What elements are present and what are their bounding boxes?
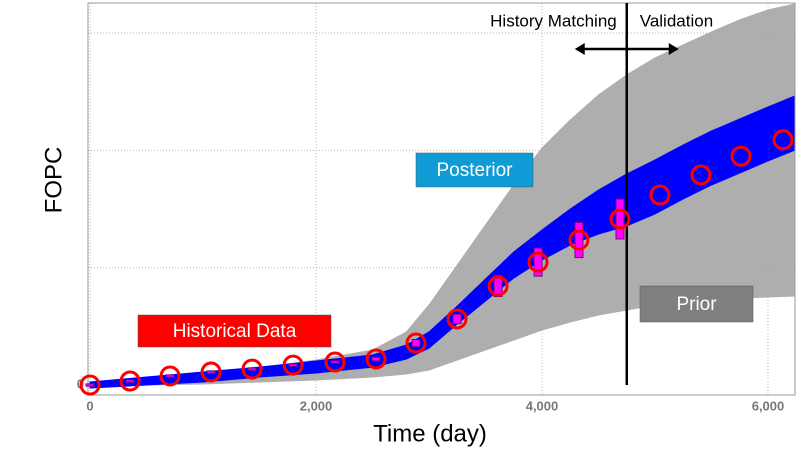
error-bar [165,374,175,378]
data-point [690,164,712,186]
error-bar [125,379,135,383]
x-axis-label: Time (day) [373,420,487,447]
y-axis-label: FOPC [40,147,67,214]
data-point [200,361,222,383]
error-bar [452,313,462,325]
data-point [527,251,549,273]
x-tick-label: 6,000 [752,398,785,413]
data-point [609,208,631,230]
error-bar [247,367,257,371]
label-box [137,314,332,348]
arrow-head [574,43,585,55]
arrow-head [668,43,679,55]
label-box-text: Historical Data [173,321,297,342]
data-point [241,358,263,380]
data-point [119,370,141,392]
data-point [405,332,427,354]
data-point [772,129,794,151]
annotation: History Matching [490,11,617,30]
data-point [568,229,590,251]
data-point [730,145,752,167]
x-tick-label: 0 [86,398,93,413]
data-point [159,365,181,387]
error-bar [533,247,543,277]
data-point [282,354,304,376]
data-point [365,348,387,370]
error-bar [371,356,381,362]
label-box-text: Prior [676,294,717,315]
label-box-text: Posterior [436,160,513,181]
data-point [649,184,671,206]
data-point [487,275,509,297]
error-bar [493,274,503,298]
error-bar [288,363,298,367]
annotation: Validation [640,11,713,30]
label-box [415,152,534,188]
error-bar [411,339,421,348]
error-bar [206,370,216,374]
data-point [324,351,346,373]
x-tick-label: 4,000 [526,398,559,413]
data-point [446,308,468,330]
error-bar [615,198,625,240]
label-box [639,285,754,323]
error-bar [85,383,95,387]
error-bar [574,221,584,259]
error-bar [330,360,340,364]
data-point [79,374,101,396]
x-tick-label: 2,000 [300,398,333,413]
plot-frame [87,2,796,396]
